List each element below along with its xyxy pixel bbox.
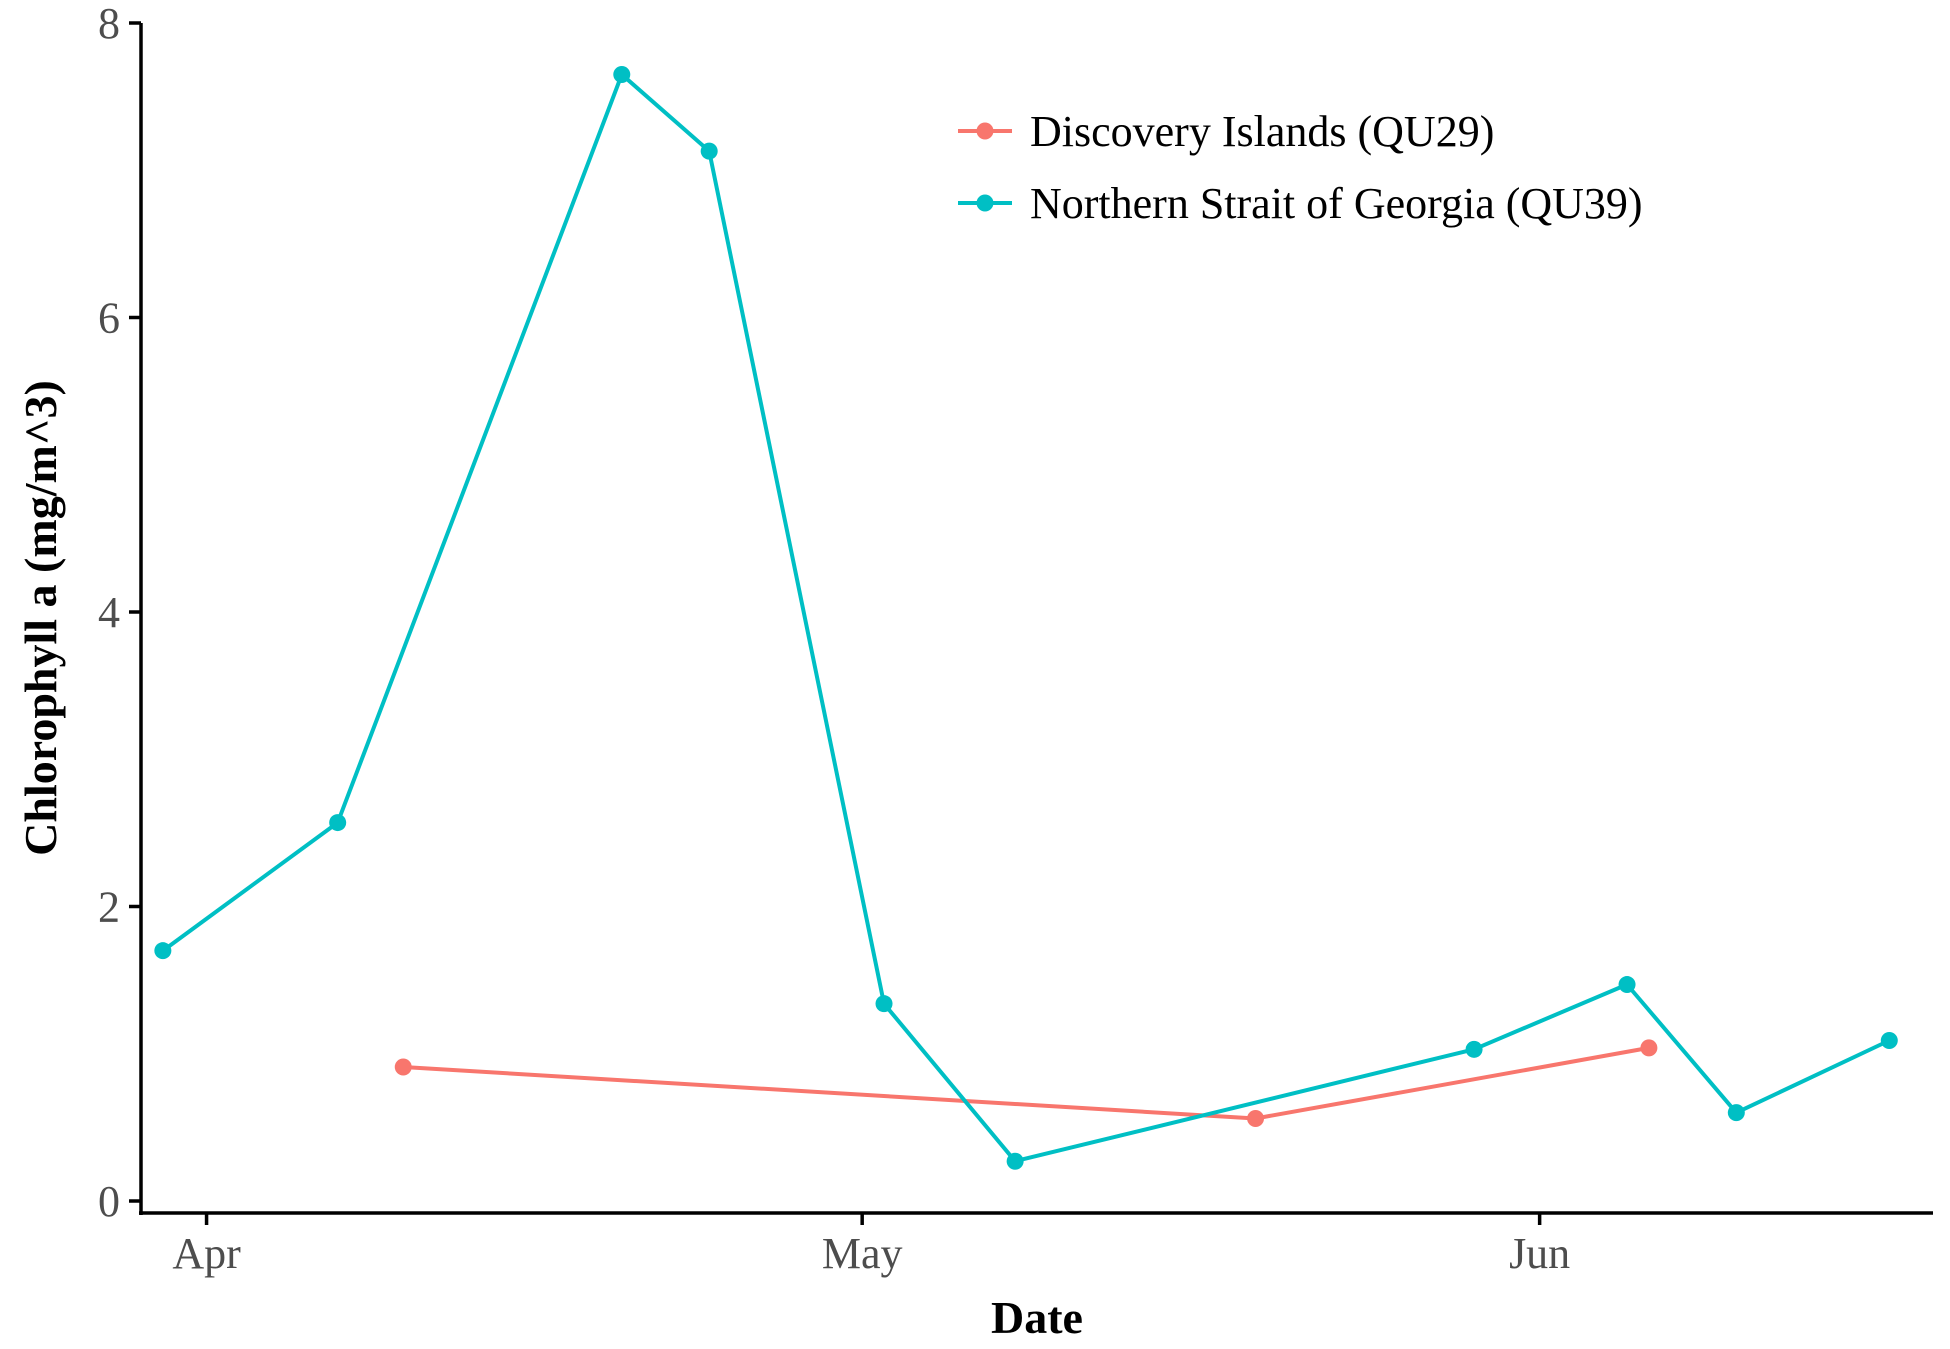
legend: Discovery Islands (QU29) Northern Strait …: [958, 107, 1643, 228]
x-ticks: Apr May Jun: [172, 1213, 1570, 1278]
y-tick-label: 6: [98, 294, 120, 343]
x-tick-label: Apr: [172, 1229, 241, 1278]
data-point: [1465, 1040, 1483, 1058]
legend-item: Discovery Islands (QU29): [958, 107, 1494, 156]
x-tick-label: May: [822, 1229, 903, 1278]
data-point: [154, 942, 172, 960]
data-point: [1006, 1152, 1024, 1170]
data-point: [394, 1058, 412, 1076]
y-ticks: 0 2 4 6 8: [98, 0, 141, 1226]
data-point: [1247, 1110, 1265, 1128]
data-point: [1880, 1031, 1898, 1049]
data-point: [329, 814, 347, 832]
legend-label: Northern Strait of Georgia (QU39): [1030, 179, 1643, 228]
series: [154, 66, 1898, 1170]
data-point: [1640, 1039, 1658, 1057]
series-2: [154, 66, 1898, 1170]
y-tick-label: 2: [98, 883, 120, 932]
x-axis-title: Date: [991, 1292, 1083, 1343]
y-axis-title: Chlorophyll a (mg/m^3): [15, 380, 66, 856]
data-point: [1618, 976, 1636, 994]
legend-key-point: [976, 194, 994, 212]
data-point: [613, 66, 631, 84]
data-point: [700, 142, 718, 160]
y-tick-label: 8: [98, 0, 120, 48]
data-point: [1727, 1104, 1745, 1122]
legend-item: Northern Strait of Georgia (QU39): [958, 179, 1643, 228]
series-line: [160, 72, 1892, 1164]
y-tick-label: 0: [98, 1177, 120, 1226]
series-1: [394, 1039, 1658, 1128]
series-line: [401, 1045, 1651, 1121]
y-tick-label: 4: [98, 588, 120, 637]
x-tick-label: Jun: [1509, 1229, 1570, 1278]
data-point: [875, 995, 893, 1013]
legend-label: Discovery Islands (QU29): [1030, 107, 1494, 156]
legend-key-point: [976, 122, 994, 140]
axes: [139, 23, 1933, 1215]
